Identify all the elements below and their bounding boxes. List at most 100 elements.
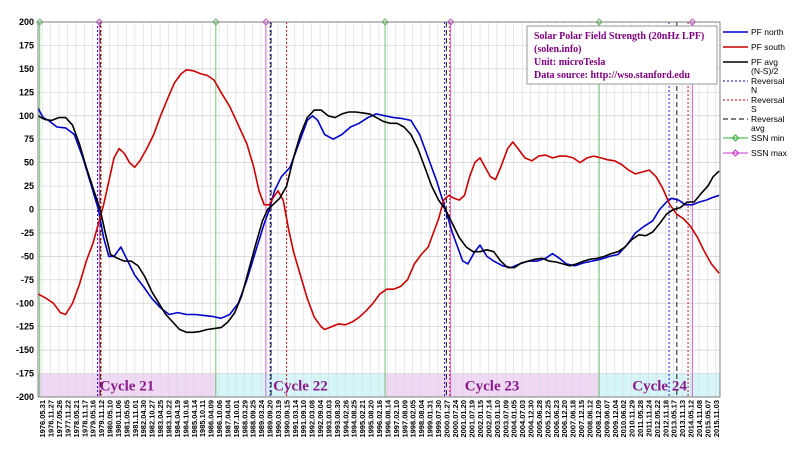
info-line-unit: Unit: microTesla [534, 57, 605, 68]
y-tick-label: 50 [24, 158, 34, 168]
x-tick-label: 1982.10.27 [148, 400, 157, 438]
x-tick-label: 1989.03.24 [257, 399, 266, 437]
x-tick-label: 1999.07.30 [434, 400, 443, 438]
y-tick-label: -100 [16, 298, 34, 308]
x-tick-label: 2001.01.20 [459, 400, 468, 438]
y-tick-label: -150 [16, 345, 34, 355]
y-tick-label: 25 [24, 181, 34, 191]
y-tick-label: 75 [24, 134, 34, 144]
x-tick-label: 1988.03.29 [240, 400, 249, 438]
legend-label: PF north [751, 27, 784, 37]
x-tick-label: 2006.06.23 [552, 400, 561, 438]
x-tick-label: 1989.09.20 [266, 400, 275, 438]
cycle-label-4: Cycle 24 [632, 378, 687, 394]
x-tick-label: 1995.02.21 [358, 400, 367, 438]
x-tick-label: 2015.11.03 [712, 400, 721, 437]
x-tick-label: 2005.12.25 [543, 400, 552, 438]
y-tick-label: 200 [19, 17, 34, 27]
x-tick-label: 1997.08.09 [400, 400, 409, 438]
legend-label: Reversal S [751, 95, 785, 114]
x-tick-label: 1976.05.31 [38, 400, 47, 438]
x-tick-label: 2012.11.18 [661, 400, 670, 437]
x-tick-label: 1993.08.30 [333, 400, 342, 438]
x-tick-label: 1996.08.14 [383, 399, 392, 437]
cycle-label-3: Cycle 23 [465, 378, 520, 394]
x-tick-label: 1987.10.01 [232, 400, 241, 438]
x-tick-label: 2005.06.28 [535, 400, 544, 438]
x-tick-label: 1997.02.10 [392, 400, 401, 438]
plot-frame [37, 21, 721, 398]
x-tick-label: 2004.07.03 [518, 400, 527, 438]
x-tick-label: 1992.03.08 [308, 400, 317, 438]
x-tick-label: 1994.08.25 [350, 400, 359, 438]
x-tick-label: 2002.01.15 [476, 400, 485, 438]
legend-label: Reversal avg [751, 114, 785, 133]
series-line-2 [37, 69, 720, 331]
x-tick-label: 2010.11.29 [628, 400, 637, 437]
x-tick-label: 1977.05.26 [55, 400, 64, 438]
legend-label: SSN min [751, 133, 785, 143]
x-tick-label: 2008.12.09 [594, 400, 603, 438]
x-tick-label: 2000.07.24 [451, 399, 460, 437]
legend-label: PF south [751, 42, 785, 52]
info-line-site: (solen.info) [534, 44, 582, 55]
cycle-label-2: Cycle 22 [273, 378, 328, 394]
x-tick-label: 1983.10.22 [165, 400, 174, 438]
x-tick-label: 1982.04.30 [139, 400, 148, 438]
y-axis: 200 175 150 125 100 75 50 25 0 -25 -50 -75 -100 -125 -… [16, 17, 34, 402]
y-tick-label: -200 [16, 392, 34, 402]
x-tick-label: 1988.09.25 [249, 400, 258, 438]
x-tick-label: 1998.02.05 [409, 400, 418, 438]
x-tick-label: 1981.11.01 [131, 400, 140, 437]
x-tick-label: 2003.01.10 [493, 400, 502, 438]
y-tick-label: -175 [16, 369, 34, 379]
x-tick-label: 1984.04.19 [173, 400, 182, 438]
cycle-labels: Cycle 21 Cycle 22 Cycle 23 Cycle 24 [100, 378, 688, 394]
x-tick-label: 2009.12.04 [611, 399, 620, 437]
x-tick-label: 1980.05.10 [106, 400, 115, 438]
cycle-band-4 [599, 373, 720, 397]
x-tick-label: 1991.03.14 [291, 399, 300, 437]
series-line-3 [37, 109, 720, 334]
y-tick-label: -125 [16, 322, 34, 332]
x-tick-label: 1985.04.14 [190, 399, 199, 437]
x-tick-label: 2012.05.22 [653, 400, 662, 438]
y-tick-label: -50 [21, 251, 34, 261]
x-tick-label: 1983.04.25 [156, 400, 165, 438]
x-tick-label: 1985.10.11 [198, 400, 207, 437]
x-tick-label: 1993.03.03 [324, 400, 333, 438]
x-tick-label: 1990.03.19 [274, 400, 283, 438]
x-tick-label: 1991.09.10 [299, 400, 308, 438]
y-tick-label: 175 [19, 40, 34, 50]
x-tick-label: 2013.11.13 [678, 400, 687, 437]
info-line-source: Data source: http://wso.stanford.edu [534, 70, 690, 81]
x-tick-label: 2011.11.24 [644, 399, 653, 437]
x-tick-label: 1999.01.31 [426, 400, 435, 438]
cycle-bands [38, 373, 720, 397]
x-tick-label: 1986.10.06 [215, 400, 224, 438]
x-tick-label: 1979.11.12 [97, 400, 106, 437]
y-tick-label: 100 [19, 111, 34, 121]
x-tick-label: 1992.09.04 [316, 399, 325, 437]
x-tick-label: 2004.12.30 [527, 400, 536, 438]
cycle-band-1 [38, 373, 216, 397]
legend-marker [731, 134, 740, 142]
data-series [37, 69, 720, 334]
x-tick-label: 1979.05.16 [89, 400, 98, 438]
cycle-band-2 [215, 373, 386, 397]
x-tick-label: 1978.05.21 [72, 400, 81, 438]
x-tick-label: 1976.11.27 [47, 400, 56, 437]
y-tick-label: 150 [19, 64, 34, 74]
x-tick-label: 1980.11.06 [114, 400, 123, 437]
legend-label: PF avg (N-S)/2 [751, 57, 779, 76]
y-tick-label: -25 [21, 228, 34, 238]
x-tick-label: 1990.09.15 [282, 400, 291, 438]
y-tick-label: 0 [29, 205, 34, 215]
x-tick-label: 2000.01.27 [442, 400, 451, 438]
y-tick-label: 125 [19, 87, 34, 97]
x-tick-label: 2013.05.17 [670, 400, 679, 438]
x-tick-label: 2014.05.12 [687, 400, 696, 438]
x-tick-label: 1998.08.04 [417, 399, 426, 437]
x-tick-label: 2006.12.20 [560, 400, 569, 438]
